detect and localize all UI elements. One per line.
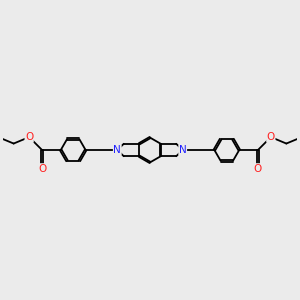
Text: O: O [25, 132, 33, 142]
Text: O: O [267, 132, 275, 142]
Text: O: O [38, 164, 46, 174]
Text: N: N [113, 145, 121, 155]
Text: N: N [179, 145, 187, 155]
Text: O: O [254, 164, 262, 174]
